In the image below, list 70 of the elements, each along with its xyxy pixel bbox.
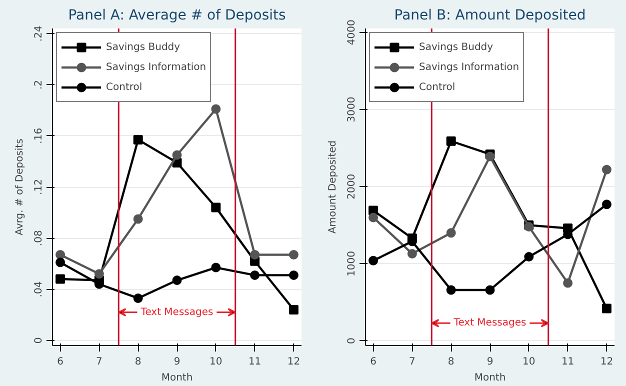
point [172, 150, 182, 160]
x-tick-label: 12 [287, 356, 300, 368]
legend-label: Savings Information [419, 61, 520, 73]
y-tick-label: .12 [34, 179, 44, 195]
x-tick-label: 6 [370, 356, 376, 368]
legend-label: Control [419, 81, 456, 93]
x-tick-label: 7 [409, 356, 416, 368]
chart-title: Panel A: Average # of Deposits [68, 8, 286, 24]
x-tick-label: 8 [448, 356, 454, 368]
y-axis-title: Avrg. # of Deposits [14, 138, 26, 236]
legend-label: Savings Buddy [419, 41, 494, 53]
x-tick-label: 9 [174, 356, 180, 368]
point [602, 164, 612, 174]
chart-title: Panel B: Amount Deposited [394, 8, 586, 24]
legend-label: Savings Buddy [106, 41, 180, 53]
point [368, 212, 378, 222]
point [211, 262, 221, 272]
point [56, 274, 66, 284]
y-tick-label: 4000 [346, 20, 358, 46]
legend-label: Savings Information [106, 61, 206, 73]
x-axis-title: Month [474, 372, 506, 384]
y-tick-label: .16 [34, 128, 44, 144]
point [56, 258, 66, 268]
x-tick-label: 12 [600, 356, 614, 368]
point [485, 152, 495, 162]
point [446, 285, 456, 295]
x-tick-label: 11 [248, 356, 262, 368]
x-tick-label: 6 [57, 356, 64, 368]
point [250, 250, 260, 260]
point [133, 134, 143, 144]
point [485, 285, 495, 295]
point [211, 104, 221, 114]
annotation: Text Messages [140, 306, 214, 318]
point [56, 250, 66, 260]
y-tick-label: .24 [34, 26, 44, 42]
point [133, 214, 143, 224]
point [407, 248, 417, 258]
y-tick-label: 3000 [346, 96, 358, 122]
point [446, 136, 456, 146]
point [446, 228, 456, 238]
y-tick-label: 0 [346, 338, 358, 344]
y-tick-label: .2 [34, 80, 44, 90]
point [602, 304, 612, 314]
x-tick-label: 10 [522, 356, 536, 368]
y-tick-label: .04 [34, 281, 44, 298]
x-tick-label: 8 [134, 356, 142, 368]
y-tick-label: 2000 [346, 174, 358, 200]
point [288, 304, 298, 314]
y-tick-label: 1000 [346, 251, 358, 276]
point [94, 269, 104, 279]
y-tick-label: 0 [34, 337, 44, 344]
point [172, 276, 182, 286]
point [250, 270, 260, 280]
x-tick-label: 9 [486, 356, 494, 368]
point [602, 200, 612, 210]
point [563, 278, 573, 288]
annotation: Text Messages [452, 318, 526, 329]
point [133, 293, 143, 303]
point [524, 252, 534, 262]
y-tick-label: .08 [34, 230, 44, 246]
point [288, 250, 298, 260]
legend-label: Control [106, 81, 142, 93]
y-axis-title: Amount Deposited [328, 140, 338, 234]
point [368, 256, 378, 266]
point [288, 270, 298, 280]
x-tick-label: 7 [96, 356, 102, 368]
x-tick-label: 10 [210, 356, 222, 368]
point [211, 202, 221, 212]
x-axis-title: Month [161, 372, 193, 384]
x-tick-label: 11 [561, 356, 574, 368]
